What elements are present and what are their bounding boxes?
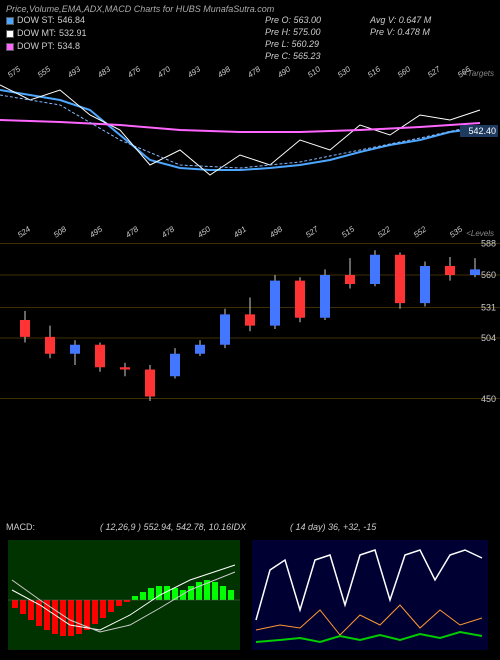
svg-text:522: 522 [376,224,393,239]
svg-text:555: 555 [36,64,53,79]
macd-label: MACD: [6,522,35,532]
svg-text:560: 560 [481,270,496,280]
svg-text:478: 478 [160,224,177,239]
svg-text:527: 527 [426,64,443,79]
svg-text:575: 575 [6,64,23,79]
adx-params: ( 14 day) 36, +32, -15 [290,522,376,532]
svg-text:498: 498 [268,224,285,239]
svg-text:515: 515 [340,224,357,239]
svg-text:530: 530 [336,64,353,79]
svg-text:508: 508 [52,224,69,239]
svg-text:498: 498 [216,64,233,79]
chart-canvas: <Targets57555549348347647049349847849051… [0,0,500,660]
svg-text:552: 552 [412,224,429,239]
svg-text:470: 470 [156,64,173,79]
macd-title: MACD: [6,522,35,532]
svg-text:450: 450 [196,224,213,239]
svg-text:491: 491 [232,225,248,240]
svg-text:495: 495 [88,224,105,239]
svg-text:510: 510 [306,64,323,79]
svg-text:524: 524 [16,224,33,239]
svg-text:531: 531 [481,303,496,313]
macd-params: ( 12,26,9 ) 552.94, 542.78, 10.16IDX [100,522,246,532]
svg-text:490: 490 [276,64,293,79]
svg-text:535: 535 [448,224,465,239]
svg-text:588: 588 [481,239,496,249]
svg-text:527: 527 [304,224,321,239]
svg-text:450: 450 [481,394,496,404]
svg-text:542.40: 542.40 [468,126,496,136]
svg-text:478: 478 [124,224,141,239]
svg-text:504: 504 [481,333,496,343]
svg-text:<Levels: <Levels [466,229,494,238]
svg-text:483: 483 [96,64,113,79]
svg-text:478: 478 [246,64,263,79]
svg-text:493: 493 [66,64,83,79]
svg-text:560: 560 [396,64,413,79]
svg-text:516: 516 [366,64,383,79]
svg-text:476: 476 [126,64,143,79]
svg-text:493: 493 [186,64,203,79]
